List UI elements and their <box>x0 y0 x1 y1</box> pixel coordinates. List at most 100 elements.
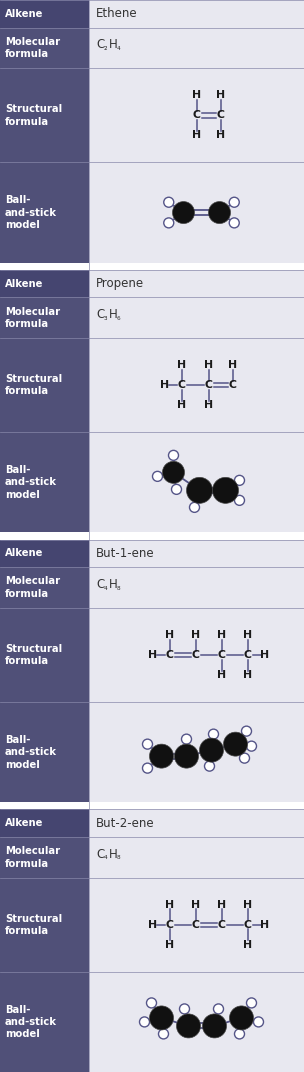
Circle shape <box>179 1003 189 1014</box>
Circle shape <box>143 739 153 749</box>
Circle shape <box>189 503 199 512</box>
Bar <box>89 608 304 702</box>
Circle shape <box>199 739 223 762</box>
Text: Molecular
formula: Molecular formula <box>5 846 60 868</box>
Circle shape <box>172 202 195 224</box>
Bar <box>89 837 304 878</box>
Text: C: C <box>216 110 224 120</box>
Text: Ethene: Ethene <box>96 8 138 20</box>
Bar <box>0 878 89 972</box>
Bar <box>0 163 89 263</box>
Bar <box>0 567 89 608</box>
Circle shape <box>234 495 244 505</box>
Circle shape <box>234 1029 244 1039</box>
Text: H: H <box>148 920 157 929</box>
Text: H: H <box>217 630 226 640</box>
Text: Alkene: Alkene <box>5 549 43 559</box>
Bar <box>0 28 89 69</box>
Text: H: H <box>243 940 252 950</box>
Text: Alkene: Alkene <box>5 279 43 288</box>
Circle shape <box>223 732 247 756</box>
Bar <box>0 0 89 28</box>
Bar <box>89 0 304 28</box>
Text: H: H <box>191 899 200 910</box>
Bar <box>89 972 304 1072</box>
Text: H: H <box>165 940 174 950</box>
Bar <box>0 837 89 878</box>
Circle shape <box>153 472 163 481</box>
Bar <box>89 539 304 567</box>
Text: C: C <box>192 920 199 929</box>
Circle shape <box>247 741 257 751</box>
Bar <box>89 878 304 972</box>
Text: H: H <box>260 650 269 660</box>
Text: H: H <box>216 131 225 140</box>
Circle shape <box>186 477 212 504</box>
Bar <box>0 539 89 567</box>
Circle shape <box>209 729 219 739</box>
Bar <box>89 270 304 297</box>
Circle shape <box>234 475 244 486</box>
Circle shape <box>164 197 174 207</box>
Bar <box>89 28 304 69</box>
Text: H: H <box>228 360 237 370</box>
Text: H: H <box>109 308 118 321</box>
Bar <box>0 270 89 297</box>
Circle shape <box>229 218 239 228</box>
Text: H: H <box>204 400 213 411</box>
Bar <box>0 339 89 432</box>
Text: H: H <box>177 400 186 411</box>
Bar <box>0 297 89 339</box>
Text: ₃: ₃ <box>104 313 108 322</box>
Text: H: H <box>216 90 225 101</box>
Text: Structural
formula: Structural formula <box>5 913 62 936</box>
Text: H: H <box>260 920 269 929</box>
Text: But-1-ene: But-1-ene <box>96 547 155 560</box>
Circle shape <box>140 1017 150 1027</box>
Circle shape <box>177 1014 201 1038</box>
Text: C: C <box>244 650 251 660</box>
Text: H: H <box>160 381 169 390</box>
Text: H: H <box>243 670 252 680</box>
Circle shape <box>241 726 251 736</box>
Text: Alkene: Alkene <box>5 818 43 829</box>
Text: C: C <box>96 308 104 321</box>
Circle shape <box>164 218 174 228</box>
Circle shape <box>230 1006 254 1030</box>
Text: H: H <box>243 899 252 910</box>
Text: C: C <box>229 381 237 390</box>
Circle shape <box>254 1017 264 1027</box>
Text: H: H <box>192 131 201 140</box>
Bar <box>0 69 89 163</box>
Text: H: H <box>217 670 226 680</box>
Text: But-2-ene: But-2-ene <box>96 817 155 830</box>
Text: C: C <box>96 578 104 591</box>
Text: H: H <box>217 899 226 910</box>
Text: C: C <box>96 848 104 861</box>
Bar <box>89 432 304 533</box>
Text: H: H <box>165 899 174 910</box>
Text: C: C <box>192 110 201 120</box>
Text: ₈: ₈ <box>117 852 121 862</box>
Text: ₄: ₄ <box>104 852 108 862</box>
Text: H: H <box>109 39 118 51</box>
Text: ₆: ₆ <box>117 313 121 322</box>
Text: C: C <box>96 39 104 51</box>
Text: C: C <box>217 650 226 660</box>
Circle shape <box>147 998 157 1008</box>
Bar <box>89 567 304 608</box>
Text: Molecular
formula: Molecular formula <box>5 577 60 599</box>
Text: Ball-
and-stick
model: Ball- and-stick model <box>5 195 57 230</box>
Bar <box>0 263 304 270</box>
Text: Propene: Propene <box>96 277 144 291</box>
Circle shape <box>202 1014 226 1038</box>
Circle shape <box>168 450 178 460</box>
Bar <box>0 972 89 1072</box>
Circle shape <box>247 998 257 1008</box>
Circle shape <box>171 485 181 494</box>
Circle shape <box>158 1029 168 1039</box>
Bar <box>89 339 304 432</box>
Text: Structural
formula: Structural formula <box>5 104 62 126</box>
Circle shape <box>181 734 192 744</box>
Text: Structural
formula: Structural formula <box>5 644 62 667</box>
